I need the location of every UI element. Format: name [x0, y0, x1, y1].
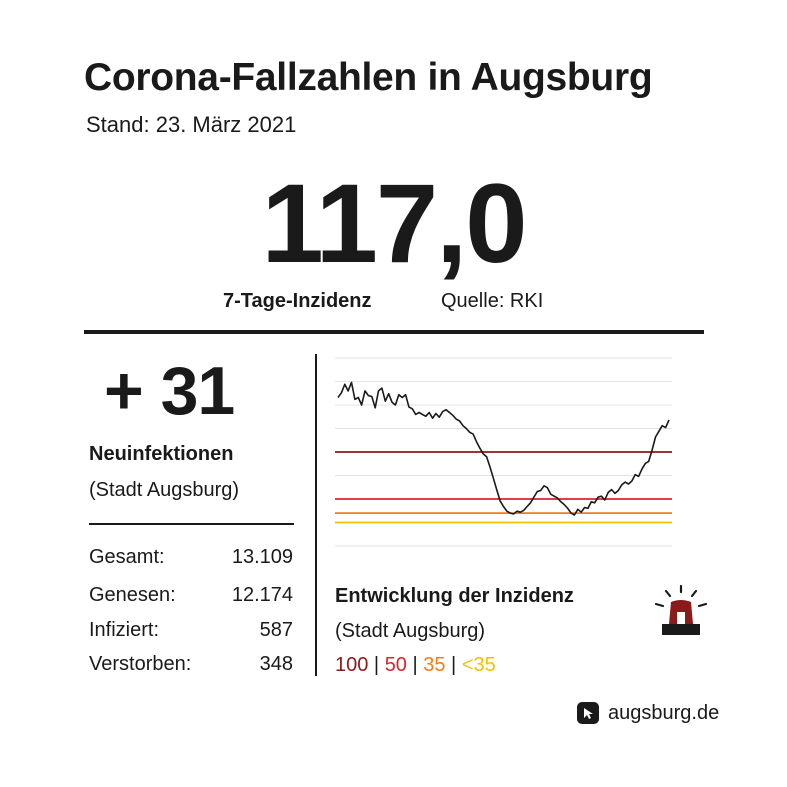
legend-item-50: 50	[384, 654, 407, 676]
legend-item-below-35: <35	[461, 654, 496, 676]
stat-value: 13.109	[231, 546, 293, 568]
incidence-chart	[335, 357, 672, 547]
incidence-value: 117,0	[261, 161, 527, 286]
stat-row-recovered: Genesen: 12.174	[89, 584, 293, 607]
chart-subtitle: (Stadt Augsburg)	[335, 620, 486, 642]
stat-value: 587	[259, 619, 293, 641]
augsburg-logo-icon	[577, 702, 599, 724]
legend-item-35: 35	[423, 654, 446, 676]
stat-value: 12.174	[231, 584, 293, 606]
chart-thresholds	[335, 451, 672, 524]
new-infections-sublabel: (Stadt Augsburg)	[89, 479, 240, 501]
stat-label: Verstorben:	[89, 653, 192, 675]
siren-icon	[654, 584, 708, 635]
chart-title: Entwicklung der Inzidenz	[335, 585, 574, 607]
stat-value: 348	[259, 653, 293, 675]
divider-stats	[89, 523, 294, 525]
stat-row-total: Gesamt: 13.109	[89, 546, 293, 569]
divider-horizontal	[84, 330, 704, 334]
stat-label: Gesamt:	[89, 546, 165, 568]
footer-site[interactable]: augsburg.de	[608, 701, 720, 724]
stat-row-infected: Infiziert: 587	[89, 619, 293, 642]
chart-legend: 100 | 50 | 35 | <35	[335, 654, 496, 676]
stat-label: Infiziert:	[89, 619, 160, 641]
footer: augsburg.de	[576, 701, 719, 725]
new-infections-value: + 31	[104, 353, 235, 429]
incidence-label: 7-Tage-Inzidenz	[223, 290, 372, 312]
date-stamp: Stand: 23. März 2021	[86, 112, 297, 137]
legend-item-100: 100	[335, 654, 369, 676]
stat-row-deaths: Verstorben: 348	[89, 653, 293, 676]
new-infections-label: Neuinfektionen	[89, 443, 234, 465]
divider-vertical	[315, 354, 317, 676]
page-title: Corona-Fallzahlen in Augsburg	[84, 56, 653, 99]
series-line-incidence	[337, 381, 670, 516]
source-label: Quelle: RKI	[441, 290, 544, 312]
stat-label: Genesen:	[89, 584, 176, 606]
